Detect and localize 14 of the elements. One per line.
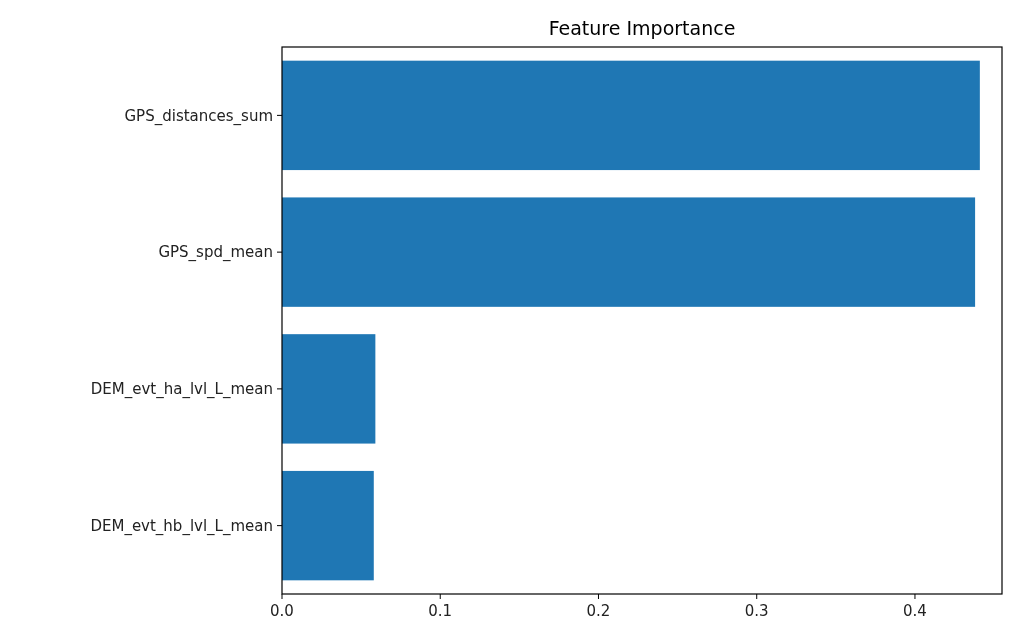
- chart-title: Feature Importance: [548, 17, 736, 39]
- y-tick-label: GPS_spd_mean: [158, 243, 273, 263]
- x-tick-label: 0.3: [744, 602, 769, 620]
- y-tick-label: DEM_evt_hb_lvl_L_mean: [90, 516, 273, 536]
- x-tick-label: 0.4: [903, 602, 927, 620]
- x-tick-label: 0.2: [586, 602, 611, 620]
- bar: [282, 197, 976, 307]
- x-tick-label: 0.1: [428, 602, 453, 620]
- y-tick-label: DEM_evt_ha_lvl_L_mean: [90, 380, 273, 400]
- x-tick-label: 0.0: [270, 602, 294, 620]
- bar: [282, 470, 374, 581]
- bar: [282, 60, 980, 171]
- y-tick-label: GPS_distances_sum: [124, 106, 273, 126]
- bar: [282, 334, 376, 444]
